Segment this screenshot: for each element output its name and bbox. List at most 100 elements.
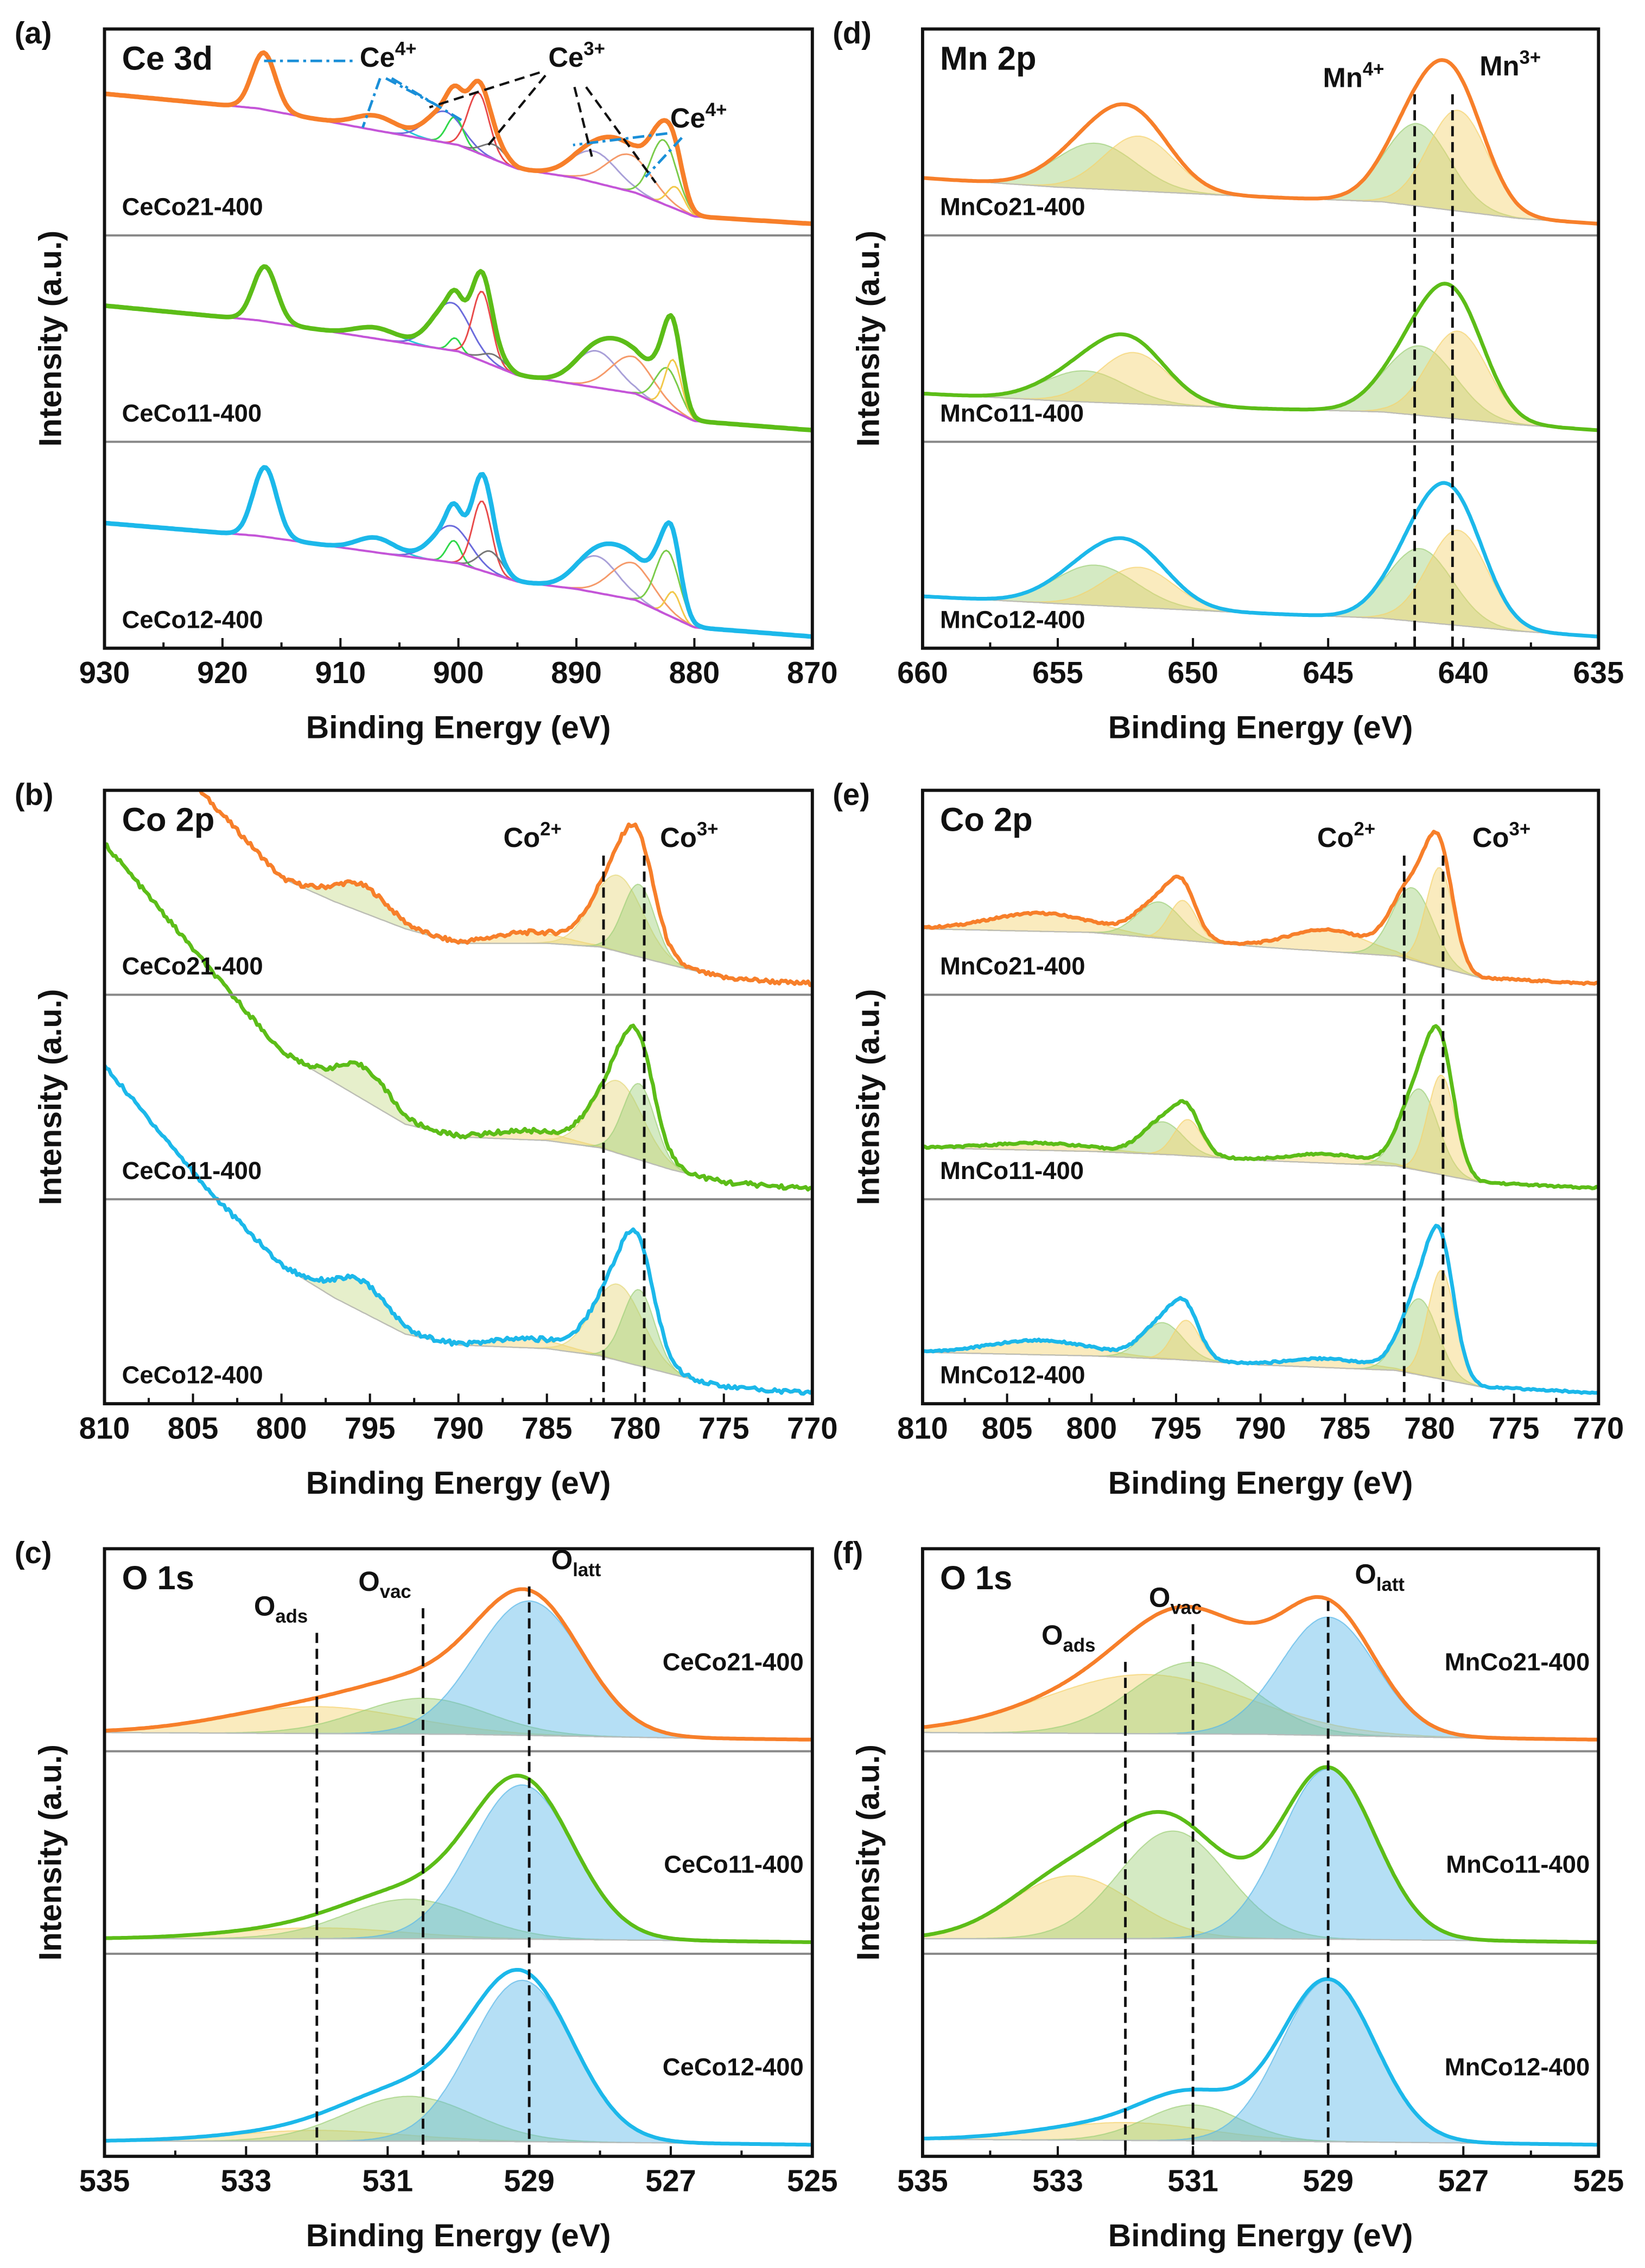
panel-label: (f) <box>833 1536 863 1570</box>
panel-b: CeCo21-400 CeCo11-400 CeCo12-400 810 805 800 7… <box>15 777 838 1501</box>
x-tick-label: 775 <box>698 1411 750 1445</box>
y-axis-title: Intensity (a.u.) <box>33 989 68 1205</box>
peak-annotation: Ce3+ <box>548 39 605 73</box>
annotation-superscript: 3+ <box>697 819 719 839</box>
panel-label: (e) <box>833 777 870 811</box>
spectrum-MnCo12-400 <box>922 1977 1599 2147</box>
spectrum-CeCo21-400 <box>104 50 812 226</box>
plot-area <box>922 1595 1599 2147</box>
panel-title: Co 2p <box>940 801 1033 838</box>
annotation-superscript: 3+ <box>583 39 605 60</box>
x-tick-label: 795 <box>1151 1411 1202 1445</box>
annotation-superscript: 4+ <box>706 100 727 120</box>
spectrum-line <box>922 1024 1599 1190</box>
ce4-connector <box>385 77 436 106</box>
annotation-base: Co <box>1472 822 1509 853</box>
x-tick-label: 533 <box>221 2163 272 2197</box>
peak-annotation: Ovac <box>358 1566 411 1602</box>
annotation-subscript: latt <box>1376 1575 1405 1595</box>
sample-label: MnCo11-400 <box>1446 1851 1590 1878</box>
spectrum-CeCo11-400 <box>104 1774 812 1944</box>
x-tick-label: 805 <box>982 1411 1033 1445</box>
x-tick-label: 780 <box>1404 1411 1455 1445</box>
annotation-subscript: vac <box>380 1582 411 1602</box>
x-tick-label: 635 <box>1573 655 1624 690</box>
x-tick-label: 800 <box>256 1411 307 1445</box>
ce3-connector <box>429 71 540 109</box>
sample-label: MnCo11-400 <box>940 1157 1084 1184</box>
y-axis-title: Intensity (a.u.) <box>33 231 68 447</box>
panel-title: Ce 3d <box>122 40 213 77</box>
x-tick-label: 910 <box>315 655 366 690</box>
x-tick-label: 533 <box>1032 2163 1083 2197</box>
x-tick-label: 525 <box>1573 2163 1624 2197</box>
annotation-base: Mn <box>1323 62 1363 93</box>
sample-label: MnCo12-400 <box>1445 2053 1590 2081</box>
sample-label: CeCo12-400 <box>122 606 263 633</box>
panel-d: MnCo21-400 MnCo11-400 MnCo12-400 660 655 650 6… <box>833 16 1624 745</box>
panel-title: Co 2p <box>122 801 215 838</box>
annotation-base: O <box>358 1566 380 1597</box>
sample-label: CeCo12-400 <box>122 1361 263 1389</box>
peak-annotation: Co2+ <box>1317 819 1375 852</box>
spectrum-CeCo12-400 <box>104 1064 812 1396</box>
spectrum-MnCo21-400 <box>922 58 1599 226</box>
x-tick-label: 535 <box>79 2163 130 2197</box>
sample-label: CeCo21-400 <box>122 952 263 980</box>
peak-annotation: Olatt <box>1355 1559 1405 1595</box>
x-tick-label: 880 <box>669 655 720 690</box>
spectrum-MnCo21-400 <box>922 830 1599 986</box>
x-tick-label: 529 <box>504 2163 555 2197</box>
panel-title: Mn 2p <box>940 40 1037 77</box>
peak-annotation: Co2+ <box>504 819 562 852</box>
annotation-superscript: 4+ <box>1363 59 1384 80</box>
ce4-connector <box>391 77 465 123</box>
plot-frame <box>920 788 1600 1406</box>
sample-label: MnCo12-400 <box>940 1361 1085 1389</box>
plot-frame <box>920 27 1600 650</box>
spectrum-line <box>104 50 812 226</box>
x-tick-label: 780 <box>610 1411 661 1445</box>
plot-area <box>922 58 1599 639</box>
panel-c: CeCo21-400 CeCo11-400 CeCo12-400 535 533 531 5… <box>15 1536 838 2253</box>
annotation-base: O <box>254 1590 276 1621</box>
peak-annotation: Oads <box>254 1590 308 1627</box>
annotation-base: O <box>1041 1620 1063 1651</box>
spectrum-line <box>104 842 812 1192</box>
plot-area <box>922 830 1599 1395</box>
x-tick-label: 770 <box>1573 1411 1624 1445</box>
panel-label: (a) <box>15 16 52 50</box>
x-tick-label: 529 <box>1303 2163 1354 2197</box>
spectrum-CeCo21-400 <box>198 790 812 988</box>
x-tick-label: 527 <box>1438 2163 1489 2197</box>
peak-annotation: Ce4+ <box>670 100 727 133</box>
peak-annotation: Mn3+ <box>1479 48 1541 81</box>
spectrum-line <box>922 58 1599 226</box>
x-tick-label: 775 <box>1489 1411 1540 1445</box>
x-tick-label: 805 <box>168 1411 219 1445</box>
spectrum-MnCo21-400 <box>922 1595 1599 1742</box>
sample-label: CeCo21-400 <box>663 1648 804 1675</box>
spectrum-line <box>104 1968 812 2147</box>
annotation-subscript: latt <box>573 1560 601 1581</box>
x-tick-label: 890 <box>551 655 602 690</box>
spectrum-line <box>198 790 812 988</box>
x-tick-label: 795 <box>345 1411 396 1445</box>
spectrum-CeCo21-400 <box>104 1587 812 1742</box>
spectrum-line <box>922 1765 1599 1944</box>
peak-annotation: Olatt <box>551 1544 601 1581</box>
peak-annotation: Co3+ <box>1472 819 1530 852</box>
spectrum-MnCo12-400 <box>922 481 1599 639</box>
peak-annotation: Ce4+ <box>360 39 417 73</box>
spectrum-line <box>104 1774 812 1944</box>
spectrum-line <box>104 465 812 639</box>
sample-label: CeCo11-400 <box>122 399 262 427</box>
spectrum-line <box>922 830 1599 986</box>
annotation-base: Ce <box>670 103 706 133</box>
annotation-superscript: 3+ <box>1509 819 1531 839</box>
x-axis-title: Binding Energy (eV) <box>306 710 611 745</box>
spectrum-MnCo11-400 <box>922 1765 1599 1944</box>
panel-e: MnCo21-400 MnCo11-400 MnCo12-400 810 805 800 7… <box>833 777 1624 1501</box>
y-axis-title: Intensity (a.u.) <box>851 231 886 447</box>
